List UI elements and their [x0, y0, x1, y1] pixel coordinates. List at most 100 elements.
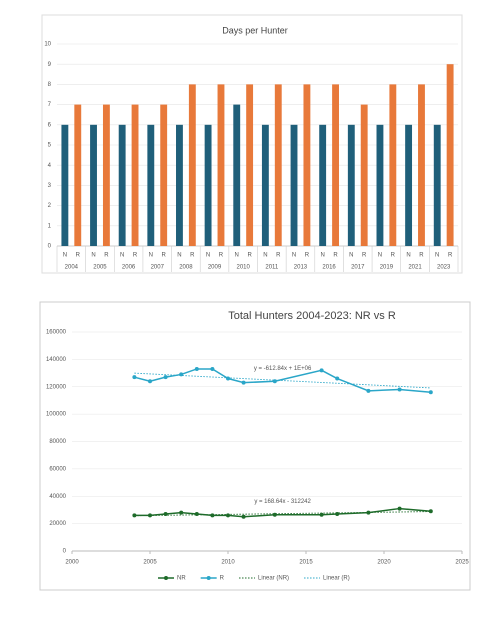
chart-frame: [39, 301, 471, 591]
y-tick-label: 7: [48, 102, 52, 108]
y-tick-label: 8: [48, 82, 52, 88]
series-sublabel: R: [219, 253, 224, 259]
point: [366, 388, 371, 393]
x-tick-label: 2021: [408, 265, 422, 271]
y-tick-label: 140000: [46, 357, 67, 363]
x-tick-label: 2007: [151, 265, 165, 271]
trendline-equation: y = -612.84x + 1E+06: [254, 366, 312, 372]
series-sublabel: N: [406, 253, 410, 259]
y-tick-label: 60000: [49, 466, 66, 472]
bar: [376, 124, 384, 246]
point: [163, 375, 168, 380]
series-sublabel: N: [263, 253, 267, 259]
x-tick-label: 2017: [351, 265, 365, 271]
y-tick-label: 80000: [49, 439, 66, 445]
bar: [131, 104, 139, 246]
series-sublabel: R: [76, 253, 81, 259]
legend-label: Linear (R): [323, 576, 350, 582]
series-sublabel: R: [391, 253, 396, 259]
bar: [147, 124, 155, 246]
series-sublabel: R: [190, 253, 195, 259]
y-tick-label: 6: [48, 122, 52, 128]
bar: [389, 84, 397, 247]
bar: [332, 84, 339, 247]
point: [226, 513, 230, 518]
bar: [319, 124, 327, 246]
bar: [102, 104, 110, 246]
series-sublabel: N: [206, 253, 210, 259]
point: [179, 510, 184, 515]
series-sublabel: R: [448, 253, 453, 259]
bar: [433, 124, 441, 246]
point: [319, 512, 324, 517]
bar: [246, 84, 254, 247]
x-tick-label: 2006: [122, 265, 136, 271]
series-sublabel: R: [305, 253, 310, 259]
y-tick-label: 9: [48, 62, 52, 68]
series-line: [134, 368, 431, 393]
bar: [61, 124, 69, 246]
series-sublabel: R: [133, 253, 138, 259]
series-sublabel: R: [247, 253, 252, 259]
x-tick-label: 2023: [437, 265, 451, 271]
point: [148, 379, 152, 384]
chart-title: Total Hunters 2004-2023: NR vs R: [228, 310, 396, 322]
x-tick-label: 2005: [143, 560, 157, 566]
bar: [360, 104, 368, 246]
bar: [90, 124, 97, 246]
y-tick-label: 4: [48, 163, 52, 169]
point: [397, 387, 402, 392]
y-tick-label: 2: [48, 203, 52, 209]
bar: [74, 104, 82, 246]
point: [397, 506, 402, 511]
series-sublabel: R: [276, 253, 281, 259]
bar: [176, 124, 183, 246]
point: [132, 375, 137, 380]
legend-label: NR: [177, 576, 186, 582]
legend-marker: [206, 576, 211, 580]
x-tick-label: 2010: [236, 265, 250, 271]
x-tick-label: 2015: [299, 560, 313, 566]
x-tick-label: 2020: [377, 560, 391, 566]
series-sublabel: N: [235, 253, 239, 259]
chart-title: Days per Hunter: [222, 25, 288, 35]
series-sublabel: R: [104, 253, 109, 259]
x-tick-label: 2025: [455, 560, 469, 566]
legend-label: R: [220, 576, 225, 582]
bar: [405, 124, 413, 246]
bar: [233, 104, 241, 246]
series-sublabel: N: [63, 253, 67, 259]
y-tick-label: 160000: [46, 330, 67, 336]
y-tick-label: 20000: [49, 521, 66, 527]
bar: [347, 124, 355, 246]
y-tick-label: 0: [48, 244, 52, 250]
trendline: [134, 511, 431, 517]
x-tick-label: 2009: [208, 265, 222, 271]
series-sublabel: N: [435, 253, 439, 259]
series-sublabel: R: [362, 253, 367, 259]
y-tick-label: 1: [48, 223, 52, 229]
x-tick-label: 2011: [265, 265, 279, 271]
bar: [274, 84, 282, 247]
point: [241, 380, 246, 385]
point: [194, 512, 199, 517]
series-sublabel: N: [349, 253, 353, 259]
point: [241, 514, 246, 519]
bar: [188, 84, 196, 247]
series-sublabel: N: [91, 253, 95, 259]
trendline-equation: y = 168.64x - 312242: [254, 499, 311, 505]
series-sublabel: N: [177, 253, 181, 259]
point: [226, 376, 230, 381]
series-sublabel: N: [378, 253, 382, 259]
x-tick-label: 2004: [65, 265, 79, 271]
y-tick-label: 0: [63, 549, 67, 555]
y-tick-label: 3: [48, 183, 52, 189]
bar: [118, 124, 126, 246]
x-tick-label: 2019: [380, 265, 394, 271]
bar: [204, 124, 212, 246]
x-tick-label: 2008: [179, 265, 193, 271]
series-sublabel: N: [292, 253, 296, 259]
legend-label: Linear (NR): [258, 576, 289, 582]
point: [210, 513, 215, 518]
